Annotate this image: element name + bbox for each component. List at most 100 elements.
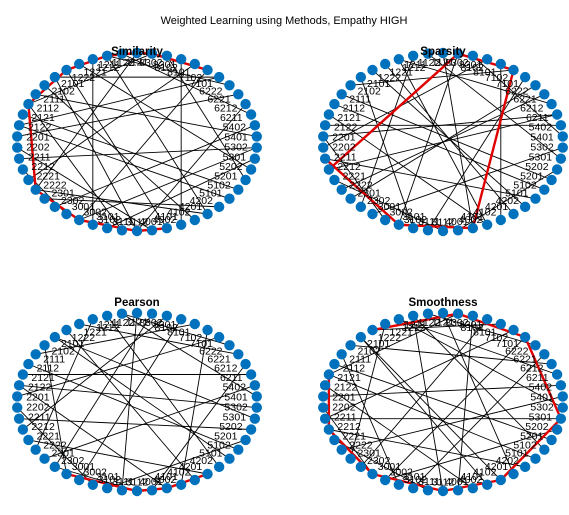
panel-similarity: 1121112212111212122112222101210221112112… xyxy=(12,46,262,237)
graph-node xyxy=(39,80,50,91)
node-label: 3101 xyxy=(96,211,120,223)
node-label: 2102 xyxy=(51,346,75,358)
edge xyxy=(16,407,94,486)
node-label: 7102 xyxy=(485,332,509,344)
edge xyxy=(66,69,168,229)
graph-node xyxy=(49,71,61,83)
node-label: 8302 xyxy=(445,57,469,69)
node-label: 7101 xyxy=(190,338,214,350)
edge xyxy=(442,312,514,475)
graph-node xyxy=(508,64,519,76)
graph-node xyxy=(323,164,335,175)
label-layer: 1121112212111212122112222101210221112112… xyxy=(26,57,248,229)
graph-node xyxy=(318,391,329,402)
graph-node xyxy=(437,225,449,237)
graph-node xyxy=(131,485,143,497)
graph-node xyxy=(175,219,187,230)
node-label: 1211 xyxy=(404,59,427,71)
edge xyxy=(427,76,526,231)
node-label: 5201 xyxy=(520,171,544,183)
graph-node xyxy=(539,89,550,100)
node-label: 5401 xyxy=(530,391,554,403)
node-label: 5402 xyxy=(223,382,247,394)
graph-node xyxy=(13,413,25,424)
graph-node xyxy=(546,98,557,110)
graph-node xyxy=(345,453,356,464)
edge xyxy=(322,136,386,221)
node-label: 4001 xyxy=(139,476,163,488)
edge xyxy=(107,439,246,489)
graph-node xyxy=(367,208,378,220)
node-label: 4101 xyxy=(461,211,485,223)
graph-node xyxy=(355,461,367,473)
edge xyxy=(78,319,182,481)
node-label: 5301 xyxy=(529,411,553,423)
graph-node xyxy=(367,468,378,480)
node-label: 2111 xyxy=(349,94,371,106)
node-label: 3002 xyxy=(390,467,414,479)
node-label: 2102 xyxy=(357,346,381,358)
node-label: 6221 xyxy=(513,94,537,106)
node-label: 6212 xyxy=(520,102,544,114)
graph-node xyxy=(481,314,493,325)
edge xyxy=(66,329,196,481)
edge xyxy=(22,315,168,430)
node-label: 4202 xyxy=(190,195,214,207)
node-label: 5101 xyxy=(199,187,223,199)
graph-node xyxy=(551,109,563,120)
graph-node xyxy=(213,461,225,473)
node-label: 2221 xyxy=(343,171,367,183)
edge xyxy=(106,55,208,215)
node-label: 2212 xyxy=(337,421,361,433)
edge xyxy=(151,363,246,491)
label-layer: 1121112212111212122112222101210221112112… xyxy=(332,57,554,229)
node-label: 5401 xyxy=(530,131,554,143)
graph-node xyxy=(202,468,213,480)
node-label: 4001 xyxy=(445,476,469,488)
node-label: 3102 xyxy=(98,214,122,226)
graph-node xyxy=(116,485,128,496)
graph-node xyxy=(49,201,61,213)
graph-node xyxy=(557,131,568,142)
node-label: 6212 xyxy=(214,102,238,114)
graph-node xyxy=(87,314,99,325)
graph-node xyxy=(508,324,519,336)
graph-node xyxy=(467,50,479,61)
node-label: 2122 xyxy=(334,382,358,394)
node-label: 2201 xyxy=(332,131,356,143)
node-label: 2202 xyxy=(26,142,50,154)
graph-node xyxy=(551,369,563,380)
graph-node xyxy=(101,310,113,321)
highlight-edge xyxy=(327,52,460,171)
graph-node xyxy=(557,142,568,153)
edge xyxy=(22,114,239,191)
graph-node xyxy=(189,214,201,226)
edge xyxy=(19,384,257,409)
graph-node xyxy=(539,184,550,195)
graph-node xyxy=(202,324,213,336)
node-label: 2211 xyxy=(28,151,51,163)
node-label: 4002 xyxy=(153,214,177,226)
node-label: 4202 xyxy=(190,455,214,467)
node-label: 2301 xyxy=(51,447,75,459)
graph-node xyxy=(73,58,85,70)
edge xyxy=(341,395,563,451)
label-layer: 1121112212111212122112222101210221112112… xyxy=(26,317,248,489)
node-label: 5202 xyxy=(525,161,549,173)
graph-node xyxy=(530,340,541,351)
graph-node xyxy=(530,80,541,91)
node-label: 1121 xyxy=(126,57,149,69)
node-label: 2101 xyxy=(367,338,391,350)
node-label: 4102 xyxy=(473,207,497,219)
node-label: 8302 xyxy=(139,317,163,329)
node-label: 1222 xyxy=(72,332,96,344)
node-label: 7101 xyxy=(496,78,520,90)
node-label: 2112 xyxy=(37,362,60,374)
graph-node xyxy=(146,308,158,319)
graph-node xyxy=(437,47,449,59)
node-label: 1121 xyxy=(432,57,455,69)
graph-node xyxy=(495,214,507,226)
node-label: 4102 xyxy=(167,467,191,479)
edge xyxy=(360,55,414,208)
edge xyxy=(54,313,153,468)
